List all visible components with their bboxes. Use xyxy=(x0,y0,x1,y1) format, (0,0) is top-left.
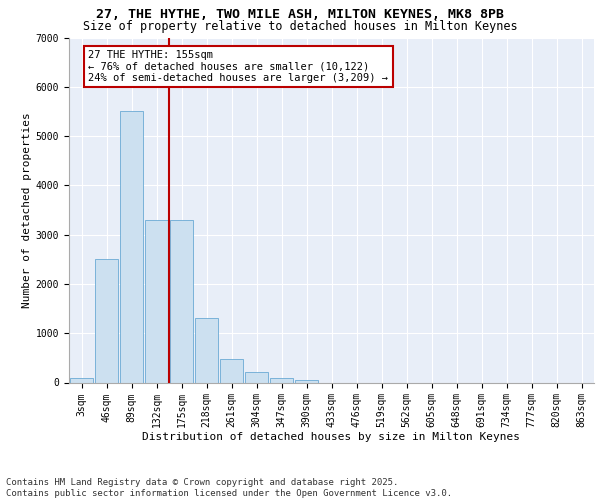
Bar xyxy=(195,318,218,382)
Text: Contains HM Land Registry data © Crown copyright and database right 2025.
Contai: Contains HM Land Registry data © Crown c… xyxy=(6,478,452,498)
X-axis label: Distribution of detached houses by size in Milton Keynes: Distribution of detached houses by size … xyxy=(143,432,521,442)
Bar xyxy=(95,260,118,382)
Y-axis label: Number of detached properties: Number of detached properties xyxy=(22,112,32,308)
Text: 27, THE HYTHE, TWO MILE ASH, MILTON KEYNES, MK8 8PB: 27, THE HYTHE, TWO MILE ASH, MILTON KEYN… xyxy=(96,8,504,20)
Bar xyxy=(145,220,168,382)
Text: 27 THE HYTHE: 155sqm
← 76% of detached houses are smaller (10,122)
24% of semi-d: 27 THE HYTHE: 155sqm ← 76% of detached h… xyxy=(89,50,389,83)
Bar xyxy=(120,112,143,382)
Bar xyxy=(270,378,293,382)
Bar xyxy=(220,359,243,382)
Bar xyxy=(70,378,93,382)
Bar xyxy=(170,220,193,382)
Bar xyxy=(245,372,268,382)
Bar xyxy=(295,380,318,382)
Text: Size of property relative to detached houses in Milton Keynes: Size of property relative to detached ho… xyxy=(83,20,517,33)
